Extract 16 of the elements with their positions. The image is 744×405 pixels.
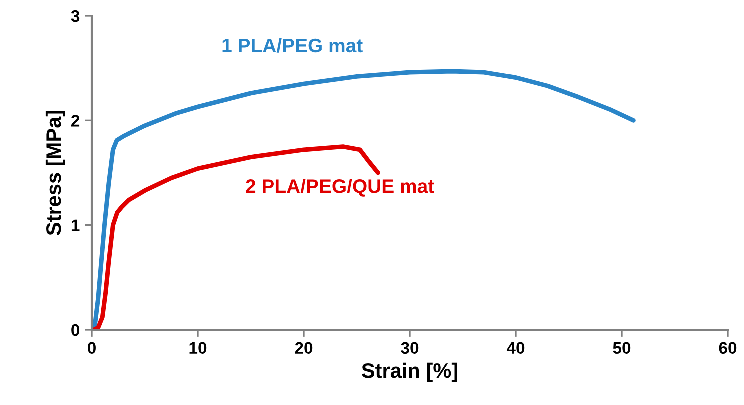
x-tick-label: 20	[295, 342, 313, 354]
x-tick-label: 0	[88, 342, 96, 354]
x-tick-label: 50	[613, 342, 631, 354]
y-axis-title: Stress [MPa]	[46, 111, 66, 236]
y-tick-label: 1	[72, 220, 80, 232]
x-tick-label: 30	[401, 342, 419, 354]
x-tick-label: 10	[190, 342, 207, 354]
series-label: 1 PLA/PEG mat	[222, 38, 363, 53]
y-tick-label: 2	[72, 115, 80, 127]
y-tick-label: 0	[72, 324, 80, 336]
x-tick-label: 40	[506, 342, 525, 354]
line-series	[92, 69, 636, 330]
series-label: 2 PLA/PEG/QUE mat	[246, 179, 434, 197]
x-tick-label: 60	[719, 342, 737, 354]
x-axis-title: Strain [%]	[362, 362, 458, 382]
y-tick-label: 3	[71, 10, 80, 22]
